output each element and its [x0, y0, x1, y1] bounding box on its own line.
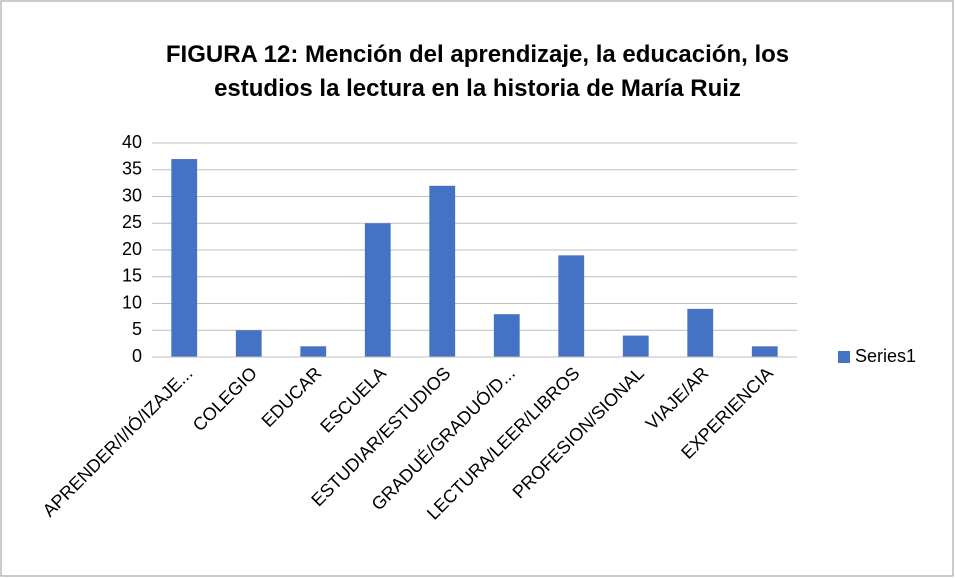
y-tick-label: 40 — [122, 132, 142, 152]
bar — [493, 314, 520, 357]
y-tick-label: 15 — [122, 266, 142, 286]
chart-title: FIGURA 12: Mención del aprendizaje, la e… — [165, 41, 790, 102]
bar — [364, 223, 391, 357]
y-tick-label: 30 — [122, 185, 142, 205]
y-tick-label: 35 — [122, 159, 142, 179]
bar — [429, 185, 456, 357]
bar — [300, 346, 327, 357]
y-tick-label: 20 — [122, 239, 142, 259]
legend-swatch — [838, 351, 850, 363]
y-tick-label: 0 — [132, 346, 142, 366]
bar — [751, 346, 778, 357]
y-tick-label: 5 — [132, 319, 142, 339]
bar — [622, 335, 649, 357]
bar — [171, 159, 198, 357]
legend-label: Series1 — [855, 346, 916, 366]
bar — [687, 308, 714, 357]
bar — [235, 330, 262, 357]
y-tick-label: 10 — [122, 292, 142, 312]
bar — [558, 255, 585, 357]
y-tick-label: 25 — [122, 212, 142, 232]
